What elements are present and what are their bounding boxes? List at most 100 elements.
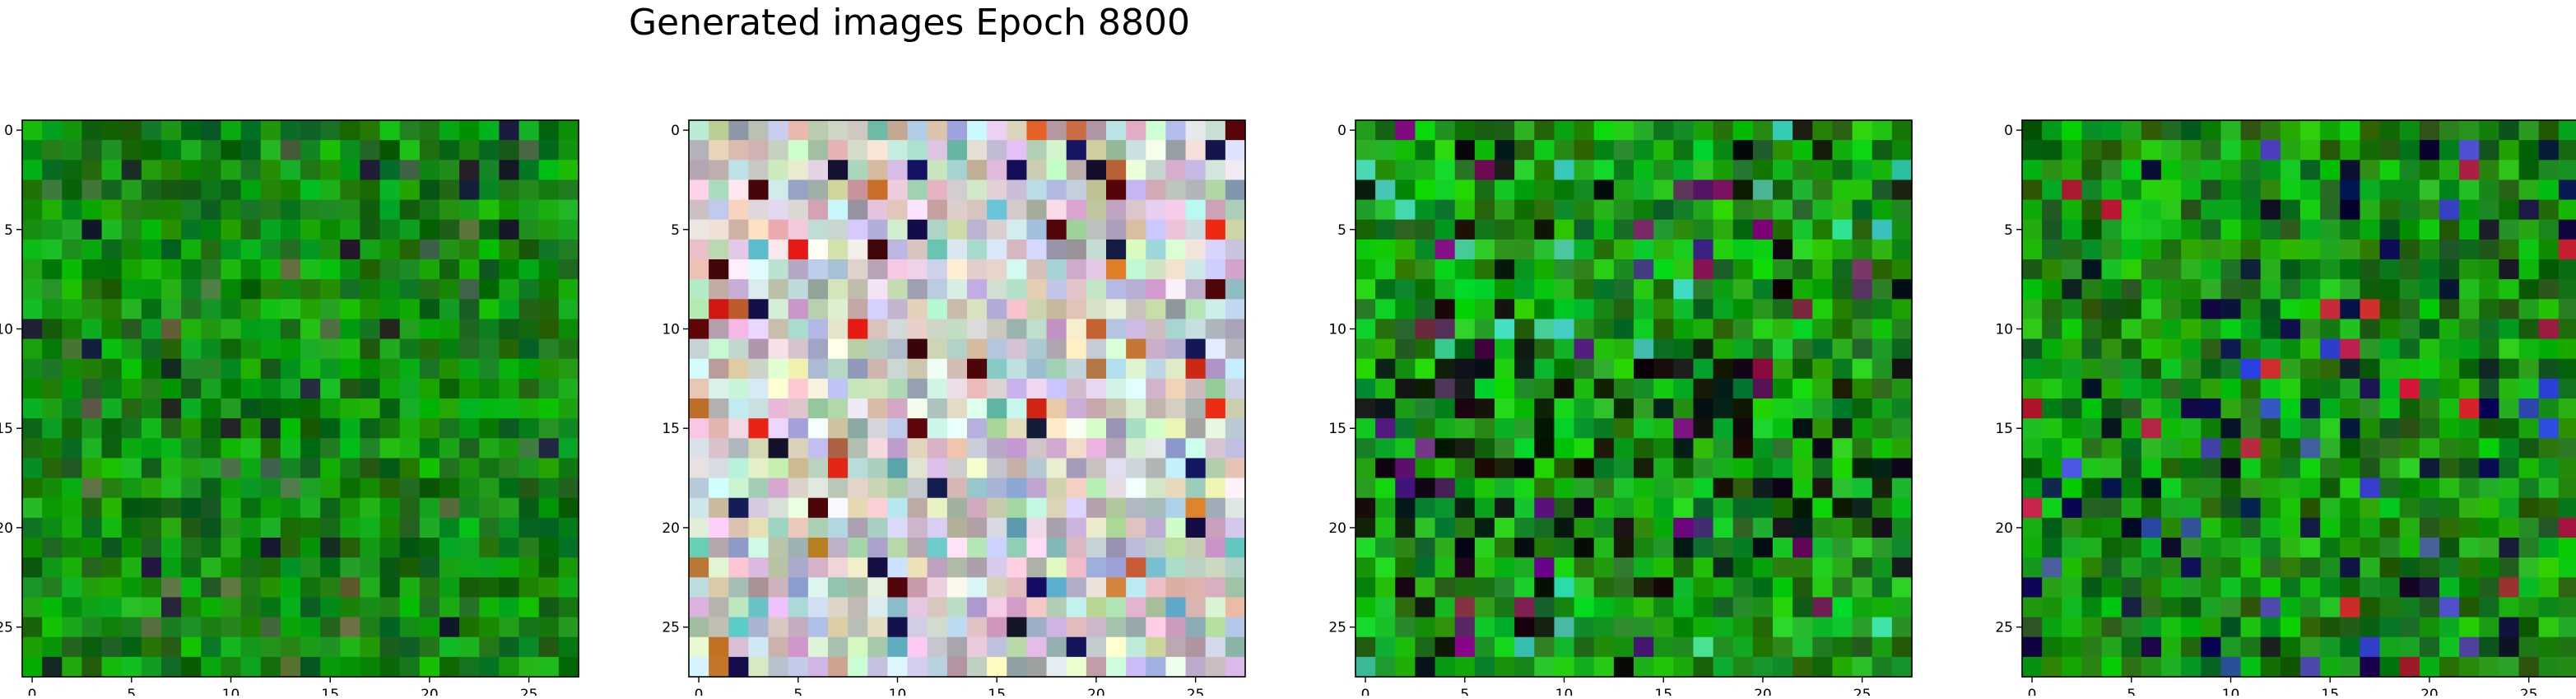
- pixel: [1593, 120, 1615, 141]
- pixel: [1752, 656, 1774, 678]
- pixel: [1593, 438, 1615, 459]
- pixel: [121, 458, 142, 479]
- pixel: [1434, 538, 1456, 558]
- pixel: [2439, 179, 2460, 201]
- pixel: [1185, 517, 1207, 538]
- pixel: [828, 557, 849, 578]
- pixel: [1534, 597, 1555, 618]
- pixel: [1732, 538, 1754, 558]
- pixel: [828, 358, 849, 380]
- pixel: [2459, 239, 2480, 260]
- pixel: [1773, 497, 1793, 519]
- pixel: [320, 299, 341, 320]
- pixel: [2538, 319, 2560, 340]
- pixel: [2101, 617, 2123, 638]
- pixel: [1752, 199, 1774, 221]
- pixel: [1752, 219, 1774, 240]
- pixel: [2101, 358, 2123, 380]
- pixel: [2220, 517, 2242, 538]
- pixel: [946, 418, 968, 439]
- pixel: [887, 478, 909, 499]
- pixel: [1793, 398, 1813, 419]
- pixel: [2022, 378, 2043, 399]
- pixel: [2439, 398, 2460, 419]
- pixel: [2121, 557, 2142, 578]
- pixel: [1434, 199, 1456, 221]
- pixel: [1812, 418, 1834, 439]
- pixel: [2399, 478, 2420, 499]
- pixel: [1613, 199, 1634, 221]
- pixel: [2300, 319, 2321, 340]
- pixel: [2042, 199, 2062, 221]
- pixel: [1355, 279, 1376, 300]
- pixel: [807, 239, 829, 260]
- pixel: [2360, 319, 2381, 340]
- pixel: [2121, 358, 2142, 380]
- pixel: [2320, 239, 2341, 260]
- pixel: [1415, 259, 1436, 280]
- pixel: [728, 418, 750, 439]
- pixel: [121, 279, 142, 300]
- pixel: [1773, 438, 1793, 459]
- pixel: [887, 338, 909, 360]
- pixel: [399, 219, 421, 240]
- pixel: [181, 179, 202, 201]
- pixel: [518, 656, 540, 678]
- pixel: [1007, 299, 1028, 320]
- pixel: [2558, 378, 2576, 399]
- pixel: [1653, 577, 1674, 599]
- pixel: [1793, 478, 1813, 499]
- pixel: [907, 577, 928, 599]
- pixel: [1891, 557, 1913, 578]
- pixel: [2220, 418, 2242, 439]
- pixel: [1146, 338, 1167, 360]
- y-tick-label: 15: [0, 421, 13, 437]
- pixel: [2141, 597, 2162, 618]
- pixel: [1495, 199, 1515, 221]
- pixel: [2439, 239, 2460, 260]
- pixel: [748, 179, 770, 201]
- pixel: [2479, 398, 2500, 419]
- pixel: [181, 140, 202, 161]
- x-tick-label: 15: [321, 687, 339, 696]
- pixel: [2201, 438, 2222, 459]
- pixel: [807, 497, 829, 519]
- pixel: [709, 418, 729, 439]
- pixel: [1165, 478, 1187, 499]
- pixel: [2280, 597, 2301, 618]
- y-tick-label: 15: [662, 421, 680, 437]
- pixel: [1146, 358, 1167, 380]
- pixel: [927, 259, 948, 280]
- pixel: [848, 160, 868, 181]
- pixel: [360, 538, 381, 558]
- pixel: [479, 259, 500, 280]
- pixel: [1205, 418, 1226, 439]
- pixel: [768, 577, 789, 599]
- pixel: [2399, 636, 2420, 658]
- pixel: [2280, 199, 2301, 221]
- pixel: [1454, 239, 1476, 260]
- y-tick-label: 5: [1337, 222, 1346, 239]
- pixel: [419, 577, 440, 599]
- pixel: [2340, 577, 2361, 599]
- pixel: [2062, 378, 2083, 399]
- pixel: [2499, 319, 2520, 340]
- pixel: [2141, 259, 2162, 280]
- pixel: [1634, 319, 1654, 340]
- pixel: [2062, 617, 2083, 638]
- pixel: [22, 338, 43, 360]
- pixel: [1673, 557, 1695, 578]
- pixel: [2499, 517, 2520, 538]
- pixel: [2081, 557, 2103, 578]
- pixel: [1126, 538, 1146, 558]
- pixel: [2181, 517, 2202, 538]
- pixel: [479, 319, 500, 340]
- pixel: [1593, 319, 1615, 340]
- pixel: [101, 160, 123, 181]
- pixel: [2538, 338, 2560, 360]
- pixel: [728, 517, 750, 538]
- pixel: [2300, 160, 2321, 181]
- x-tick-label: 10: [1555, 687, 1574, 696]
